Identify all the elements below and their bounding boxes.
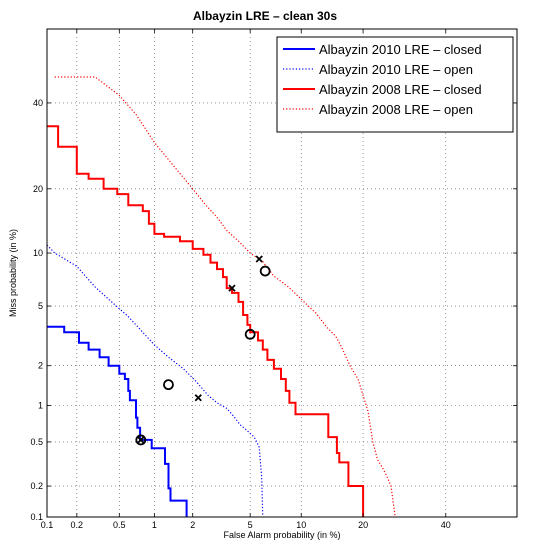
series-line-1 xyxy=(47,325,188,517)
series-lines xyxy=(47,76,396,517)
y-tick-label: 0.5 xyxy=(30,437,43,447)
x-tick-label: 0.2 xyxy=(71,520,84,530)
legend: Albayzin 2010 LRE – closed Albayzin 2010 … xyxy=(276,36,514,133)
y-tick-label: 10 xyxy=(33,248,43,258)
min-dcf-circle-marker xyxy=(244,328,256,340)
actual-dcf-x-marker xyxy=(228,284,236,292)
axis-ticks: 0.1 0.2 0.5 1 2 5 10 20 40 0.1 0.2 0.5 1 2 5 10 20 40 xyxy=(30,29,517,530)
operating-point-markers xyxy=(135,255,271,446)
y-tick-label: 5 xyxy=(38,301,43,311)
x-tick-label: 5 xyxy=(248,520,253,530)
x-tick-label: 0.1 xyxy=(41,520,54,530)
chart-title: Albayzin LRE – clean 30s xyxy=(193,9,337,23)
min-dcf-circle-marker xyxy=(163,379,174,391)
y-tick-label: 2 xyxy=(38,361,43,371)
x-tick-label: 40 xyxy=(441,520,451,530)
plot-frame xyxy=(46,28,518,518)
grid-lines xyxy=(47,29,517,517)
x-tick-label: 2 xyxy=(190,520,195,530)
series-line-2 xyxy=(47,244,264,517)
min-dcf-circle-marker xyxy=(259,265,271,277)
legend-entry-label: Albayzin 2008 LRE – open xyxy=(319,102,473,117)
x-marker-stroke xyxy=(137,436,145,444)
legend-box xyxy=(276,36,514,133)
y-axis-label: Miss probability (in %) xyxy=(8,229,18,317)
y-tick-label: 40 xyxy=(33,98,43,108)
y-tick-label: 20 xyxy=(33,184,43,194)
actual-dcf-x-marker xyxy=(194,394,202,402)
series-line-4 xyxy=(54,76,396,517)
x-marker-stroke xyxy=(194,394,202,402)
y-tick-label: 0.1 xyxy=(30,512,43,522)
legend-entry-label: Albayzin 2008 LRE – closed xyxy=(319,82,482,97)
x-tick-label: 10 xyxy=(296,520,306,530)
x-tick-label: 0.5 xyxy=(113,520,126,530)
actual-dcf-x-marker xyxy=(255,255,263,263)
y-tick-label: 0.2 xyxy=(30,481,43,491)
actual-dcf-x-marker xyxy=(137,436,145,444)
x-axis-label: False Alarm probability (in %) xyxy=(223,530,340,540)
legend-entry-label: Albayzin 2010 LRE – open xyxy=(319,62,473,77)
min-dcf-circle-marker xyxy=(135,434,147,446)
series-line-3 xyxy=(47,125,365,517)
y-tick-label: 1 xyxy=(38,401,43,411)
x-marker-stroke xyxy=(228,284,236,292)
x-tick-label: 1 xyxy=(152,520,157,530)
x-tick-label: 20 xyxy=(358,520,368,530)
x-marker-stroke xyxy=(255,255,263,263)
legend-entry-label: Albayzin 2010 LRE – closed xyxy=(319,42,482,57)
